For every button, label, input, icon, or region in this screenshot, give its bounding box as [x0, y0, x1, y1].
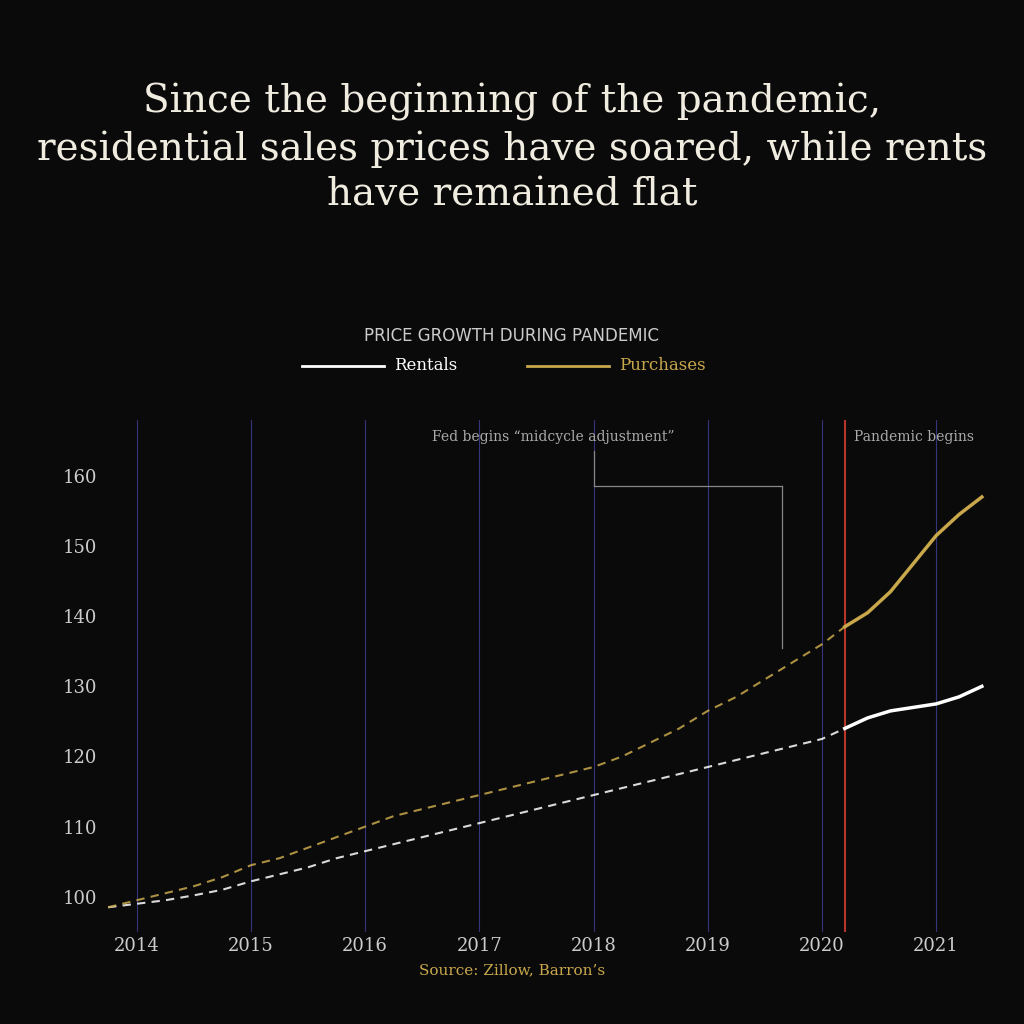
Text: Rentals: Rentals — [394, 357, 458, 374]
Text: Since the beginning of the pandemic,
residential sales prices have soared, while: Since the beginning of the pandemic, res… — [37, 83, 987, 214]
Text: Purchases: Purchases — [620, 357, 707, 374]
Text: Fed begins “midcycle adjustment”: Fed begins “midcycle adjustment” — [432, 430, 675, 444]
Text: PRICE GROWTH DURING PANDEMIC: PRICE GROWTH DURING PANDEMIC — [365, 327, 659, 345]
Text: Pandemic begins: Pandemic begins — [854, 430, 974, 444]
Text: Source: Zillow, Barron’s: Source: Zillow, Barron’s — [419, 964, 605, 978]
